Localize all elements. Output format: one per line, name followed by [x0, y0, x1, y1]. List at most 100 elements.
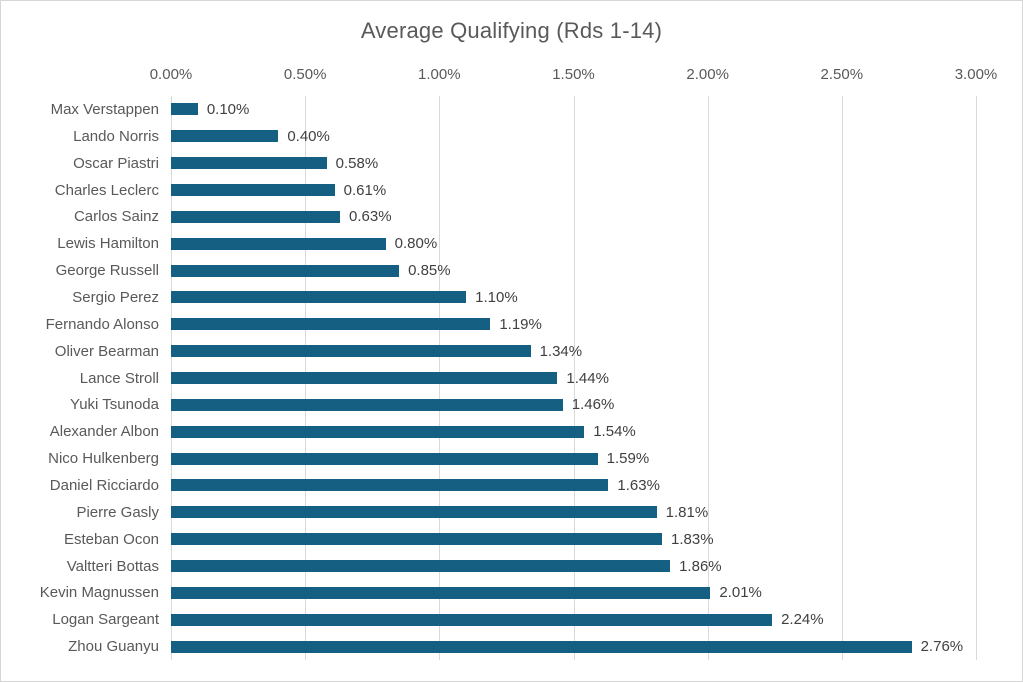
data-label: 0.80%: [394, 235, 438, 253]
bar: [171, 640, 912, 653]
bar-row: Fernando Alonso 1.19%: [1, 311, 976, 338]
x-tick-label: 2.50%: [820, 66, 864, 83]
bar: [171, 586, 711, 599]
plot-area: Max Verstappen 0.10% Lando Norris 0.40% Osca…: [40, 96, 977, 660]
bar-row: Nico Hulkenberg 1.59%: [1, 445, 976, 472]
bar-track: 1.81%: [171, 499, 976, 526]
bar-row: Valtteri Bottas 1.86%: [1, 553, 976, 580]
data-label: 1.86%: [679, 557, 722, 575]
data-label: 2.01%: [719, 584, 762, 602]
category-label: Logan Sargeant: [52, 611, 159, 629]
bar-track: 0.85%: [171, 257, 976, 284]
bar-row: Sergio Perez 1.10%: [1, 284, 976, 311]
data-label: 1.10%: [475, 288, 518, 306]
bar: [171, 210, 341, 223]
bar-track: 1.54%: [171, 418, 976, 445]
bar: [171, 318, 491, 331]
bar-track: 2.76%: [171, 633, 976, 660]
category-label: Lewis Hamilton: [57, 235, 159, 253]
chart-title: Average Qualifying (Rds 1-14): [360, 18, 663, 43]
bar: [171, 157, 327, 170]
bar-row: Kevin Magnussen 2.01%: [1, 579, 976, 606]
category-label: Carlos Sainz: [73, 208, 159, 226]
category-label: Charles Leclerc: [54, 181, 159, 199]
bar-row: Esteban Ocon 1.83%: [1, 526, 976, 553]
data-label: 1.46%: [571, 396, 615, 414]
bar: [171, 291, 467, 304]
category-label: Esteban Ocon: [63, 530, 159, 548]
bar-track: 0.58%: [171, 150, 976, 177]
x-tick-label: 3.00%: [954, 66, 998, 83]
bar-track: 2.24%: [171, 606, 976, 633]
bar: [171, 264, 400, 277]
bar-row: Alexander Albon 1.54%: [1, 418, 976, 445]
bar-row: Zhou Guanyu 2.76%: [1, 633, 976, 660]
category-label: Lando Norris: [73, 127, 159, 145]
gridline: [976, 96, 977, 660]
bar-track: 1.34%: [171, 338, 976, 365]
bar-track: 1.63%: [171, 472, 976, 499]
data-label: 1.34%: [539, 342, 583, 360]
data-label: 1.54%: [593, 423, 636, 441]
x-tick-label: 1.00%: [418, 66, 461, 83]
data-label: 1.44%: [566, 369, 609, 387]
data-label: 0.63%: [349, 208, 392, 226]
bar-track: 1.46%: [171, 391, 976, 418]
bar: [171, 345, 531, 358]
bar-track: 0.63%: [171, 203, 976, 230]
data-label: 2.24%: [781, 611, 824, 629]
bars-layer: Max Verstappen 0.10% Lando Norris 0.40% Osca…: [1, 96, 976, 660]
x-tick-label: 2.00%: [686, 66, 729, 83]
data-label: 0.85%: [408, 262, 451, 280]
x-tick-label: 1.50%: [552, 66, 595, 83]
bar: [171, 184, 335, 196]
x-axis: 0.00% 0.50% 1.00% 1.50% 2.00% 2.50% 3.00%: [1, 66, 1022, 86]
bar-row: Max Verstappen 0.10%: [1, 96, 976, 123]
gridline: [708, 96, 709, 660]
bar: [171, 506, 657, 519]
data-label: 2.76%: [920, 638, 964, 656]
data-label: 0.40%: [287, 127, 330, 145]
data-label: 1.63%: [617, 476, 660, 494]
category-label: Pierre Gasly: [76, 503, 159, 521]
gridline: [842, 96, 843, 660]
category-label: Alexander Albon: [49, 423, 159, 441]
bar-track: 0.10%: [171, 96, 976, 123]
category-label: Oliver Bearman: [54, 342, 159, 360]
x-tick-label: 0.00%: [149, 66, 193, 83]
bar-track: 0.40%: [171, 123, 976, 150]
data-label: 0.58%: [335, 154, 379, 172]
bar-row: Lando Norris 0.40%: [1, 123, 976, 150]
bar: [171, 560, 671, 573]
category-label: Zhou Guanyu: [68, 638, 159, 656]
bar-track: 1.86%: [171, 553, 976, 580]
bar: [171, 479, 609, 492]
bar: [171, 425, 585, 438]
bar: [171, 103, 198, 116]
category-label: Yuki Tsunoda: [70, 396, 159, 414]
category-label: Oscar Piastri: [73, 154, 159, 172]
category-label: Daniel Ricciardo: [49, 476, 159, 494]
bar-track: 1.10%: [171, 284, 976, 311]
gridline: [574, 96, 575, 660]
data-label: 0.10%: [206, 100, 250, 118]
bar-row: Pierre Gasly 1.81%: [1, 499, 976, 526]
bar: [171, 452, 598, 465]
category-label: Nico Hulkenberg: [48, 450, 159, 468]
bar: [171, 533, 663, 546]
bar: [171, 613, 773, 626]
category-label: George Russell: [55, 262, 159, 280]
bar-track: 0.61%: [171, 177, 976, 204]
bar-row: Lewis Hamilton 0.80%: [1, 230, 976, 257]
bar-track: 2.01%: [171, 579, 976, 606]
category-label: Max Verstappen: [50, 100, 159, 118]
bar-track: 1.59%: [171, 445, 976, 472]
bar: [171, 130, 279, 143]
data-label: 1.83%: [671, 530, 714, 548]
bar-track: 1.44%: [171, 365, 976, 392]
bar: [171, 398, 563, 411]
category-label: Kevin Magnussen: [39, 584, 159, 602]
data-label: 0.61%: [343, 181, 387, 199]
category-label: Sergio Perez: [72, 288, 159, 306]
category-label: Lance Stroll: [79, 369, 159, 387]
